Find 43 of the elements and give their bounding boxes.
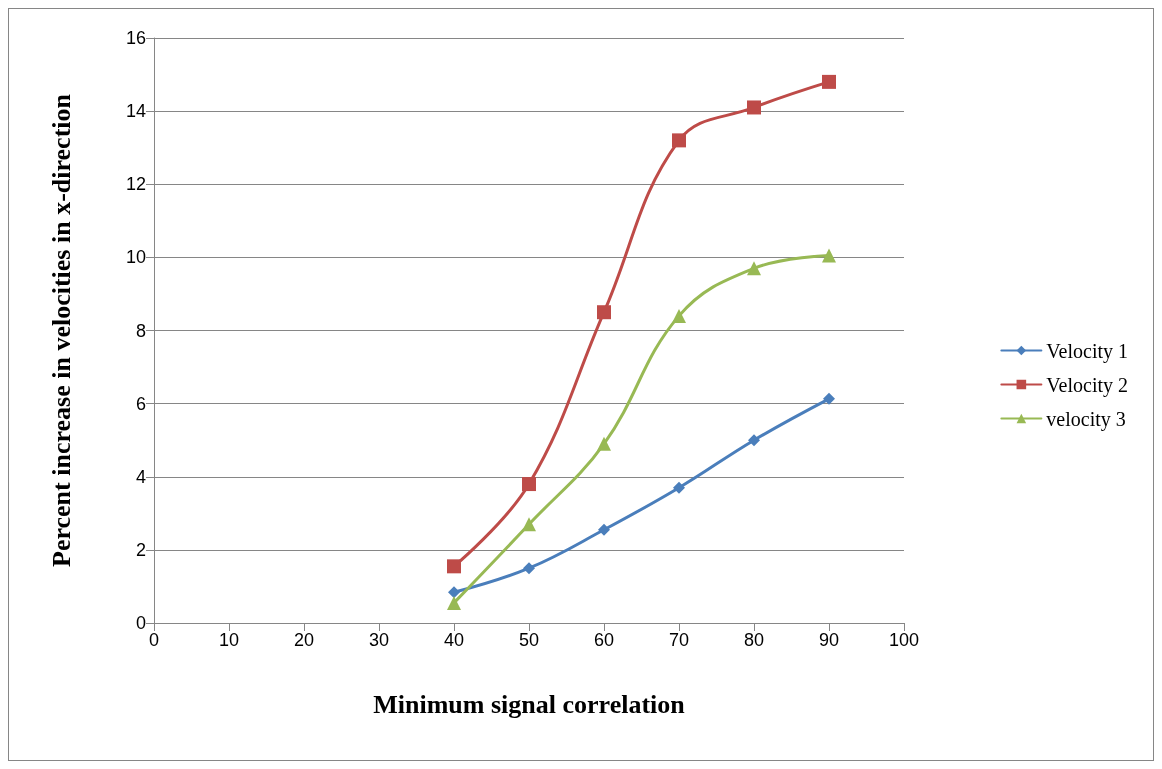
point xyxy=(522,477,536,492)
x-tick-label: 30 xyxy=(368,630,390,650)
point xyxy=(448,586,460,599)
point xyxy=(673,481,685,494)
point xyxy=(447,595,461,610)
point xyxy=(747,100,761,115)
legend-label: Velocity 2 xyxy=(1046,373,1129,397)
x-tick-label: 100 xyxy=(888,630,920,650)
x-tick-label: 10 xyxy=(218,630,240,650)
legend-label: velocity 3 xyxy=(1046,407,1126,431)
point xyxy=(748,434,760,447)
x-tick-label: 70 xyxy=(668,630,690,650)
x-tick-label: 40 xyxy=(443,630,465,650)
y-tick-label: 2 xyxy=(135,539,146,560)
x-tick-label: 60 xyxy=(593,630,615,650)
y-tick-label: 14 xyxy=(125,101,146,122)
point xyxy=(747,261,761,276)
x-axis-title: Minimum signal correlation xyxy=(373,689,686,719)
point xyxy=(598,523,610,536)
x-tick-label: 90 xyxy=(818,630,840,650)
y-tick-label: 10 xyxy=(125,247,146,268)
y-tick-label: 0 xyxy=(135,613,146,633)
y-tick-label: 12 xyxy=(125,174,146,195)
y-tick-label: 16 xyxy=(125,28,146,48)
point xyxy=(672,133,686,148)
legend-label: Velocity 1 xyxy=(1046,339,1129,363)
x-tick-label: 0 xyxy=(148,630,160,650)
point xyxy=(522,517,536,532)
y-tick-label: 4 xyxy=(135,466,146,487)
y-tick-label: 8 xyxy=(135,320,146,341)
point xyxy=(597,436,611,451)
point xyxy=(672,308,686,323)
point xyxy=(822,248,836,263)
x-tick-label: 20 xyxy=(293,630,315,650)
point xyxy=(822,74,836,89)
point xyxy=(823,392,835,405)
point xyxy=(447,559,461,574)
point xyxy=(597,305,611,320)
y-axis-title: Percent increase in velocities in x-direction xyxy=(46,93,76,567)
point xyxy=(523,562,535,575)
x-tick-label: 50 xyxy=(518,630,540,650)
y-tick-label: 6 xyxy=(135,393,146,414)
x-tick-label: 80 xyxy=(743,630,765,650)
